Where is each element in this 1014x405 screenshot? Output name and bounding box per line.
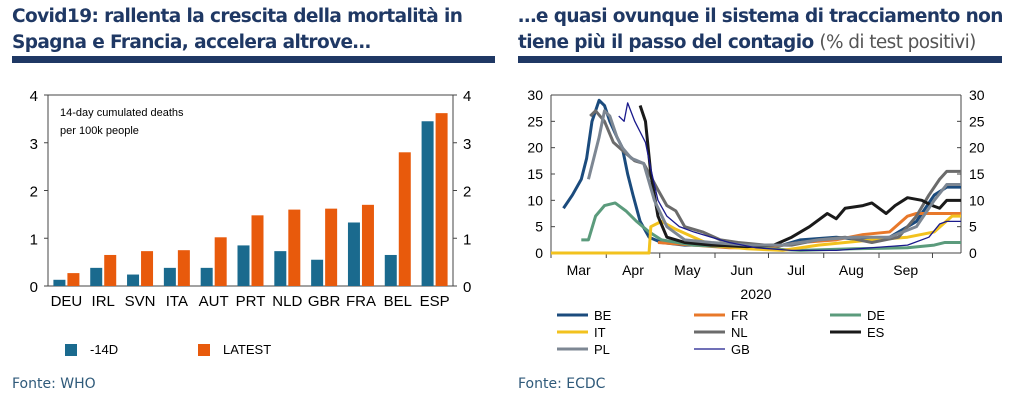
bar-d-ESP xyxy=(421,121,434,286)
bar-xtick-label: DEU xyxy=(51,293,83,310)
line-series-ES xyxy=(638,105,961,249)
left-title-underline xyxy=(12,56,495,63)
bar-d-IRL xyxy=(90,267,103,286)
legend-swatch-0 xyxy=(65,344,77,356)
bar-xtick-label: NLD xyxy=(272,293,302,310)
bar-d-ITA xyxy=(163,267,176,286)
line-ytick-left: 30 xyxy=(527,87,543,103)
line-legend-label: ES xyxy=(867,325,885,340)
bar-ytick-left: 3 xyxy=(30,136,38,153)
bar-latest-AUT xyxy=(214,237,227,286)
right-title-line2: tiene più il passo del contagio xyxy=(518,32,814,53)
left-title: Covid19: rallenta la crescita della mort… xyxy=(12,4,463,56)
right-title: …e quasi ovunque il sistema di tracciame… xyxy=(518,4,1003,56)
left-title-line2: Spagna e Francia, accelera altrove… xyxy=(12,32,371,53)
line-series-GB xyxy=(618,102,961,252)
bar-d-BEL xyxy=(384,254,397,286)
bar-latest-GBR xyxy=(325,208,338,286)
bar-latest-IRL xyxy=(104,254,117,286)
line-legend-label: PL xyxy=(594,342,610,357)
bar-annotation: 14-day cumulated deaths xyxy=(60,107,184,119)
bar-ytick-right: 0 xyxy=(463,279,471,296)
legend-swatch-1 xyxy=(198,344,210,356)
bar-xtick-label: PRT xyxy=(236,293,266,310)
line-legend-label: NL xyxy=(731,325,748,340)
bar-d-FRA xyxy=(347,222,360,286)
line-xtick-label: Apr xyxy=(622,262,644,278)
line-ytick-right: 30 xyxy=(969,87,985,103)
right-title-line1: …e quasi ovunque il sistema di tracciame… xyxy=(518,6,1003,27)
line-series-IT xyxy=(551,214,961,255)
line-ytick-left: 5 xyxy=(535,219,543,235)
bar-d-PRT xyxy=(237,245,250,286)
bar-ytick-right: 4 xyxy=(463,88,471,105)
line-xtick-label: Mar xyxy=(567,262,591,278)
bar-xtick-label: GBR xyxy=(308,293,341,310)
legend-label: -14D xyxy=(90,342,118,357)
bar-ytick-left: 4 xyxy=(30,88,38,105)
bar-latest-SVN xyxy=(141,251,154,286)
line-xtick-label: Aug xyxy=(839,262,864,278)
bar-latest-ESP xyxy=(435,113,448,287)
bar-latest-ITA xyxy=(177,250,190,286)
bar-ytick-right: 3 xyxy=(463,136,471,153)
line-ytick-left: 15 xyxy=(527,166,543,182)
line-ytick-right: 5 xyxy=(969,219,977,235)
line-xlabel: 2020 xyxy=(740,286,771,302)
line-ytick-left: 0 xyxy=(535,245,543,261)
bar-d-SVN xyxy=(127,274,140,286)
legend-label: LATEST xyxy=(223,342,271,357)
bar-d-NLD xyxy=(274,251,287,286)
line-legend-label: FR xyxy=(731,308,748,323)
line-xtick-label: Jun xyxy=(730,262,753,278)
right-title-underline xyxy=(518,56,1002,63)
line-series-PL xyxy=(586,109,961,247)
line-series-BE xyxy=(562,98,961,250)
bar-latest-DEU xyxy=(67,273,80,286)
line-legend-label: DE xyxy=(867,308,885,323)
line-ytick-left: 25 xyxy=(527,113,543,129)
bar-d-GBR xyxy=(311,259,324,286)
line-ytick-left: 10 xyxy=(527,192,543,208)
bar-ytick-right: 2 xyxy=(463,184,471,201)
line-series-DE xyxy=(581,201,961,252)
line-xtick-label: Sep xyxy=(893,262,918,278)
bar-xtick-label: ESP xyxy=(420,293,450,310)
line-ytick-right: 10 xyxy=(969,192,985,208)
left-title-line1: Covid19: rallenta la crescita della mort… xyxy=(12,6,463,27)
line-ytick-right: 20 xyxy=(969,140,985,156)
bar-xtick-label: IRL xyxy=(92,293,115,310)
line-ytick-left: 20 xyxy=(527,140,543,156)
bar-d-DEU xyxy=(53,279,66,286)
bar-ytick-left: 0 xyxy=(30,279,38,296)
bar-annotation: per 100k people xyxy=(60,125,139,137)
left-source: Fonte: WHO xyxy=(12,376,96,392)
bar-xtick-label: AUT xyxy=(199,293,229,310)
line-xtick-label: Jul xyxy=(787,262,805,278)
line-ytick-right: 25 xyxy=(969,113,985,129)
bar-ytick-right: 1 xyxy=(463,231,471,248)
right-title-suffix: (% di test positivi) xyxy=(819,32,976,53)
bar-latest-NLD xyxy=(288,209,301,286)
bar-xtick-label: BEL xyxy=(384,293,412,310)
line-legend-label: IT xyxy=(594,325,606,340)
line-ytick-right: 0 xyxy=(969,245,977,261)
bar-xtick-label: ITA xyxy=(166,293,188,310)
bar-xtick-label: FRA xyxy=(346,293,376,310)
line-xtick-label: May xyxy=(674,262,700,278)
line-legend-label: BE xyxy=(594,308,612,323)
right-source: Fonte: ECDC xyxy=(518,376,606,392)
line-legend-label: GB xyxy=(731,342,750,357)
bar-ytick-left: 2 xyxy=(30,184,38,201)
line-ytick-right: 15 xyxy=(969,166,985,182)
bar-ytick-left: 1 xyxy=(30,231,38,248)
bar-latest-FRA xyxy=(361,204,374,286)
bar-latest-PRT xyxy=(251,215,264,286)
bar-xtick-label: SVN xyxy=(125,293,156,310)
bar-latest-BEL xyxy=(398,152,411,286)
bar-d-AUT xyxy=(200,267,213,286)
